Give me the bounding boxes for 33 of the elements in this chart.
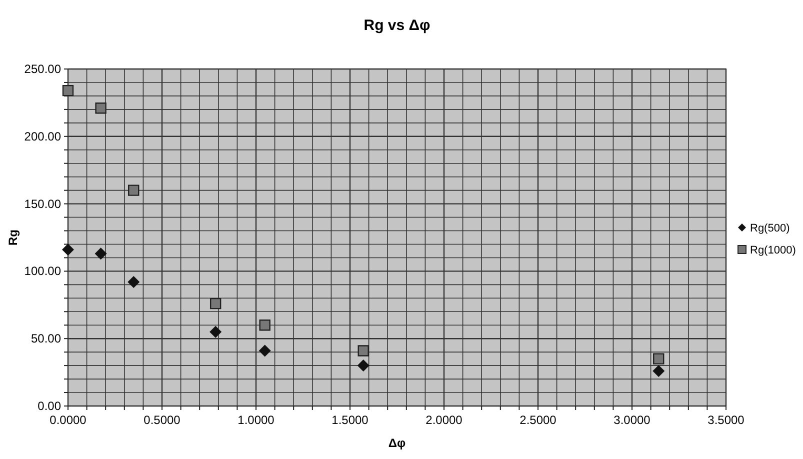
point <box>653 353 664 364</box>
point <box>259 320 270 331</box>
legend-label: Rg(500) <box>750 222 790 234</box>
y-tick-label: 100.00 <box>24 264 62 278</box>
point <box>62 244 74 256</box>
x-tick-label: 0.0000 <box>50 413 87 427</box>
legend-label: Rg(1000) <box>750 244 796 256</box>
x-tick-label: 3.0000 <box>614 413 651 427</box>
point <box>210 326 222 338</box>
x-tick-label: 1.5000 <box>332 413 369 427</box>
y-tick-label: 150.00 <box>24 196 62 211</box>
point <box>128 276 140 288</box>
point <box>258 344 271 357</box>
y-tick-label: 200.00 <box>24 129 62 144</box>
point <box>94 248 107 260</box>
point <box>62 84 74 96</box>
x-tick-label: 2.5000 <box>520 413 557 427</box>
y-tick-label: 50.00 <box>30 332 62 346</box>
x-tick-label: 1.0000 <box>238 413 275 427</box>
point <box>210 298 222 310</box>
y-tick-label: 0.00 <box>38 399 62 413</box>
x-tick-label: 0.5000 <box>144 413 181 427</box>
y-tick-label: 250.00 <box>24 62 62 76</box>
point <box>358 345 369 356</box>
x-tick-label: 3.5000 <box>708 413 745 427</box>
y-axis-title: Rg <box>6 230 20 246</box>
point <box>357 360 370 372</box>
point <box>128 184 140 196</box>
chart-title: Rg vs Δφ <box>364 17 431 34</box>
x-axis-title: Δφ <box>388 436 406 450</box>
x-tick-label: 2.0000 <box>426 413 463 427</box>
point <box>95 102 106 114</box>
point <box>652 364 665 377</box>
